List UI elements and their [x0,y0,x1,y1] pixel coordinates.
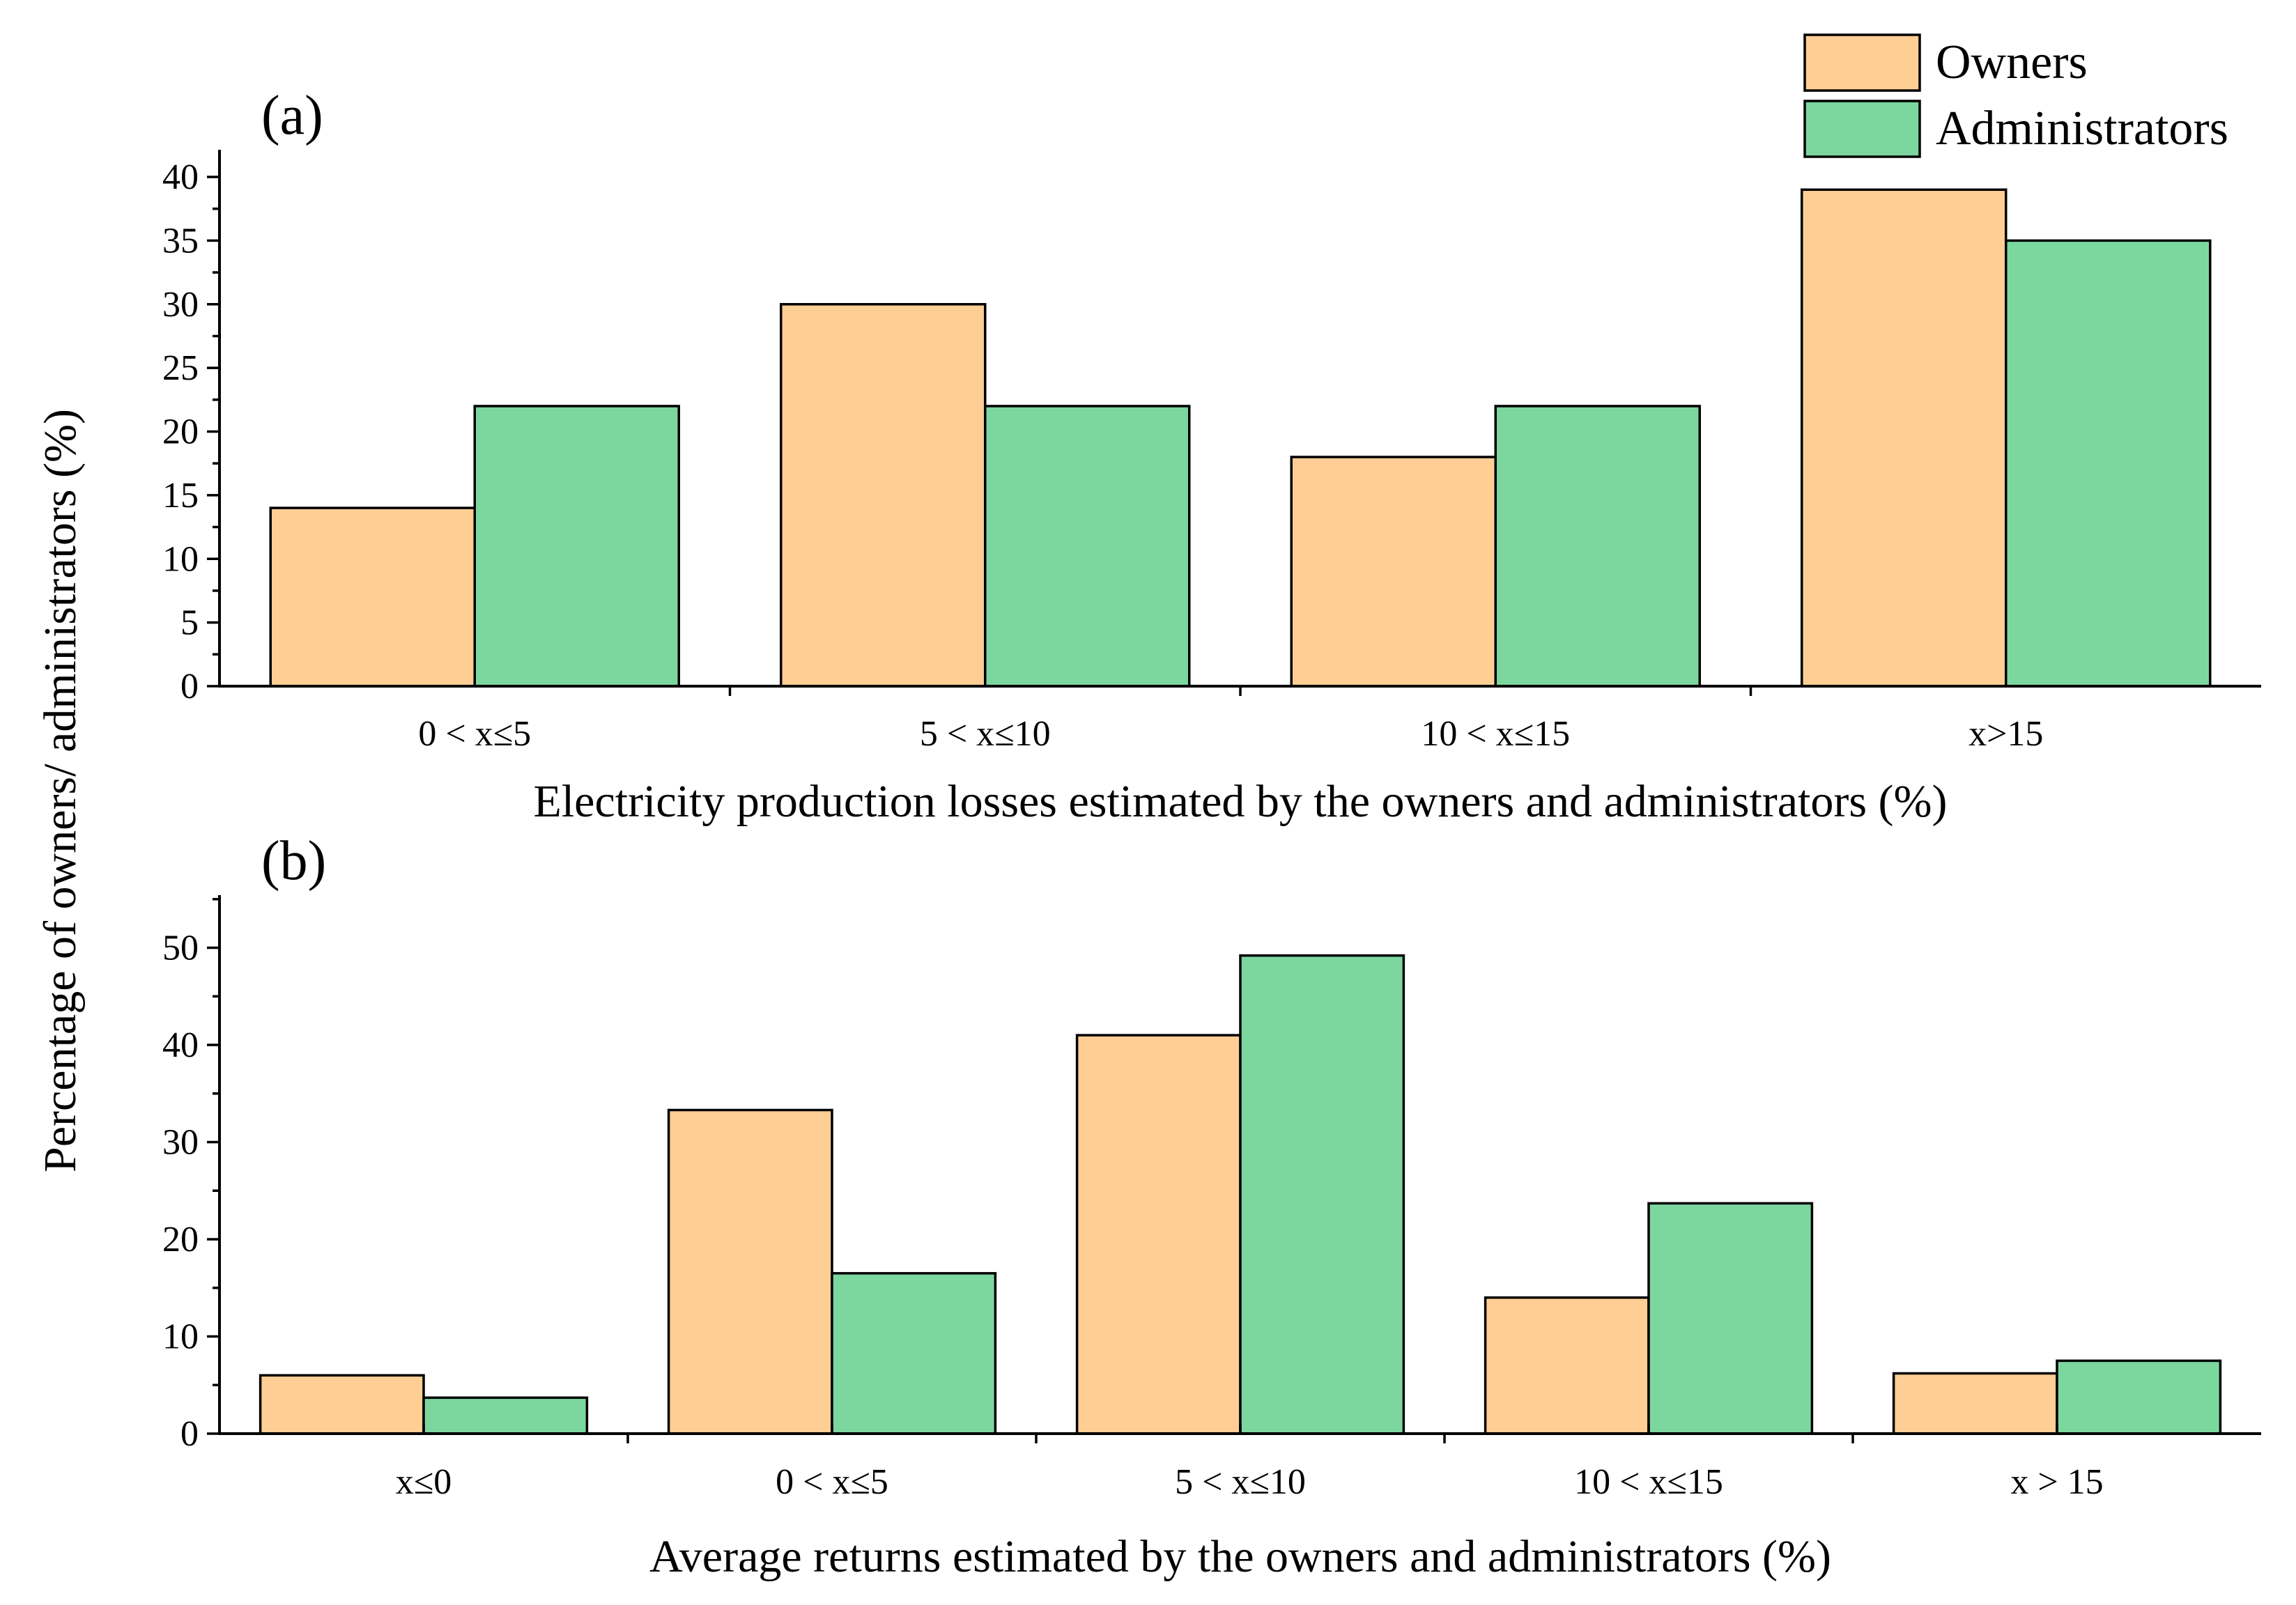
x-tick-label: 5 < x≤10 [1175,1462,1306,1502]
y-tick-label: 40 [162,157,199,197]
panel-a-bars [269,188,2212,688]
bar-owners-4 [1484,1296,1650,1435]
x-axis-title-a: Electricity production losses estimated … [534,776,1948,827]
bar-owners-4 [1801,188,2008,688]
bar-administrators-4 [2005,239,2212,688]
panel-b-bars [259,954,2222,1435]
y-tick-label: 15 [162,476,199,515]
bar-administrators-3 [1494,405,1701,688]
y-tick-label: 20 [162,412,199,452]
x-axis-title-b: Average returns estimated by the owners … [649,1531,1831,1582]
panel-a-axes: 0 < x≤5 5 < x≤10 10 < x≤15 x>15 0 5 10 15 20 25 30… [162,150,2261,754]
bar-owners-3 [1075,1034,1242,1435]
bar-owners-5 [1892,1372,2058,1435]
y-axis-title: Percentage of owners/ administrators (%) [35,409,86,1172]
bar-administrators-1 [473,405,680,688]
bar-owners-3 [1290,456,1497,688]
legend-swatch-administrators [1803,100,1921,158]
y-tick-label: 10 [162,539,199,579]
y-tick-label: 25 [162,348,199,388]
y-tick-label: 40 [162,1025,199,1065]
legend-label-administrators: Administrators [1936,102,2228,155]
y-tick-label: 0 [180,667,199,706]
legend-swatch-owners [1803,33,1921,92]
y-tick-label: 30 [162,285,199,325]
x-tick-label: 0 < x≤5 [418,714,531,754]
y-tick-label: 20 [162,1220,199,1259]
x-tick-label: 10 < x≤15 [1421,714,1570,754]
bar-administrators-1 [422,1396,589,1435]
x-tick-label: 5 < x≤10 [920,714,1051,754]
bar-owners-1 [259,1374,425,1435]
x-tick-label: x≤0 [396,1462,452,1502]
bar-administrators-3 [1239,954,1405,1435]
legend-label-owners: Owners [1936,36,2088,89]
panel-label-b: (b) [261,830,326,892]
x-tick-label: x > 15 [2010,1462,2103,1502]
y-tick-label: 10 [162,1317,199,1357]
panel-label-a: (a) [261,85,323,146]
chart-panel-a: (a) 0 < x≤5 5 < x≤10 10 < x≤15 x>15 0 5 10 15 20… [162,85,2261,827]
bar-administrators-2 [984,405,1191,688]
bar-administrators-4 [1647,1202,1814,1435]
bar-administrators-5 [2056,1359,2222,1435]
y-tick-label: 30 [162,1123,199,1163]
x-tick-label: 10 < x≤15 [1574,1462,1723,1502]
legend: Owners Administrators [1803,33,2228,158]
x-tick-label: x>15 [1968,714,2043,754]
y-tick-label: 50 [162,929,199,968]
x-tick-label: 0 < x≤5 [776,1462,888,1502]
bar-owners-1 [269,506,476,688]
bar-owners-2 [667,1108,833,1435]
y-tick-label: 5 [180,603,199,643]
bar-administrators-2 [831,1272,997,1435]
y-tick-label: 35 [162,221,199,261]
chart-panel-b: (b) x≤0 0 < x≤5 5 < x≤10 10 < x≤15 x > 15 0 10… [162,830,2261,1582]
panel-b-axes: x≤0 0 < x≤5 5 < x≤10 10 < x≤15 x > 15 0 10 20 30… [162,895,2261,1502]
y-tick-label: 0 [180,1414,199,1454]
bar-owners-2 [780,303,987,688]
